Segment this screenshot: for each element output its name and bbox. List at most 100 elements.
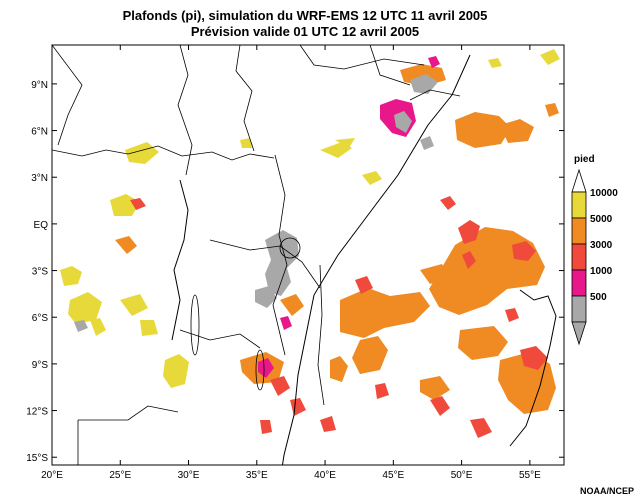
ceiling-patch (420, 376, 450, 400)
lat-tick-label: 3°N (31, 173, 48, 184)
ceiling-patch (60, 266, 82, 286)
legend-label: 500 (590, 292, 607, 303)
ceiling-patch (375, 383, 389, 399)
legend-label: 5000 (590, 214, 613, 225)
ceiling-patch (470, 418, 492, 438)
map-area (52, 45, 560, 465)
lat-tick-label: 9°N (31, 80, 48, 91)
ceiling-patch (240, 138, 252, 148)
border-line (409, 89, 461, 101)
ceiling-patch (120, 294, 148, 316)
border-line (52, 145, 275, 161)
lat-tick-label: 6°S (32, 313, 49, 324)
lon-tick-label: 50°E (451, 470, 473, 481)
legend-swatch (571, 191, 587, 219)
ceiling-patch (545, 103, 559, 117)
map-title: Plafonds (pi), simulation du WRF-EMS 12 … (122, 8, 488, 23)
coast-line (171, 179, 189, 341)
ceiling-patch (455, 112, 511, 148)
border-line (52, 45, 83, 146)
legend-title: pied (574, 154, 595, 165)
ceiling-patch (68, 292, 102, 324)
legend-swatch (571, 295, 587, 323)
lake (279, 237, 301, 259)
border-line (317, 264, 325, 406)
border-line (369, 45, 411, 86)
ceiling-patch (420, 264, 450, 284)
ceiling-patch (488, 58, 502, 68)
ceiling-patch (512, 241, 536, 261)
ceiling-patch (500, 119, 534, 143)
axis-ticks: 9°N 6°N 3°N EQ 3°S 6°S 9°S 12°S 15°S 20°E 25°E 30°E… (26, 45, 564, 481)
ceiling-patch (540, 49, 560, 65)
legend-label: 3000 (590, 240, 613, 251)
legend-swatch (571, 217, 587, 245)
ceiling-patch (260, 420, 272, 434)
lon-tick-label: 20°E (41, 470, 63, 481)
lakes (190, 237, 301, 391)
lat-tick-label: 3°S (32, 267, 49, 278)
legend-swatch (571, 243, 587, 271)
ceiling-patch (258, 358, 274, 378)
lon-tick-label: 35°E (246, 470, 268, 481)
border-line (209, 239, 321, 289)
ceiling-patch (320, 142, 352, 158)
ceiling-patch (115, 236, 137, 254)
ceiling-patch (125, 142, 159, 164)
lat-tick-label: EQ (34, 220, 49, 231)
legend-label: 10000 (590, 188, 618, 199)
border-line (299, 45, 425, 70)
ceiling-patch (520, 346, 548, 370)
legend-label: 1000 (590, 266, 613, 277)
lon-tick-label: 30°E (178, 470, 200, 481)
legend-top-arrow (571, 168, 587, 193)
lon-tick-label: 45°E (382, 470, 404, 481)
map-subtitle: Prévision valide 01 UTC 12 avril 2005 (190, 24, 420, 39)
ceiling-10000-areas (60, 49, 560, 388)
ceiling-patch (335, 138, 355, 148)
legend: pied 10000 5000 3000 1000 500 (571, 154, 618, 346)
lat-tick-label: 12°S (26, 407, 48, 418)
country-borders (52, 45, 461, 465)
ceiling-patch (420, 136, 434, 150)
ceiling-patch (130, 198, 146, 210)
ceiling-patch (330, 356, 348, 382)
ceiling-patch (430, 396, 450, 416)
coast-line (281, 54, 471, 465)
lake (255, 349, 265, 391)
ceiling-patch (498, 352, 556, 414)
border-line (179, 329, 261, 349)
coast-line (509, 289, 557, 447)
ceiling-patch (462, 251, 476, 269)
ceiling-patch (280, 294, 304, 316)
ceiling-patch (255, 286, 277, 308)
ceiling-patch (394, 111, 412, 133)
ceiling-3000-areas (130, 196, 548, 438)
ceiling-patch (90, 318, 106, 336)
ceiling-patch (410, 74, 438, 94)
map-frame (51, 44, 565, 466)
ceiling-patch (320, 416, 336, 432)
ceiling-patch (429, 227, 545, 315)
lon-tick-label: 25°E (109, 470, 131, 481)
ceiling-patch (340, 288, 430, 338)
ceiling-patch (290, 398, 306, 416)
lon-tick-label: 40°E (314, 470, 336, 481)
ceiling-patch (270, 376, 290, 396)
ceiling-patch (140, 320, 158, 336)
lat-tick-label: 9°S (32, 360, 49, 371)
ceiling-patch (74, 320, 88, 332)
ceiling-patch (163, 354, 189, 388)
ceiling-patch (362, 171, 382, 185)
ceiling-patch (458, 326, 508, 360)
legend-bottom-arrow (571, 321, 587, 346)
border-line (177, 45, 193, 176)
credit-label: NOAA/NCEP (579, 486, 634, 496)
lat-tick-label: 6°N (31, 127, 48, 138)
lat-tick-label: 15°S (26, 453, 48, 464)
border-line (272, 154, 288, 356)
ceiling-5000-areas (115, 64, 559, 414)
legend-swatch (571, 269, 587, 297)
ceiling-patch (440, 196, 456, 210)
